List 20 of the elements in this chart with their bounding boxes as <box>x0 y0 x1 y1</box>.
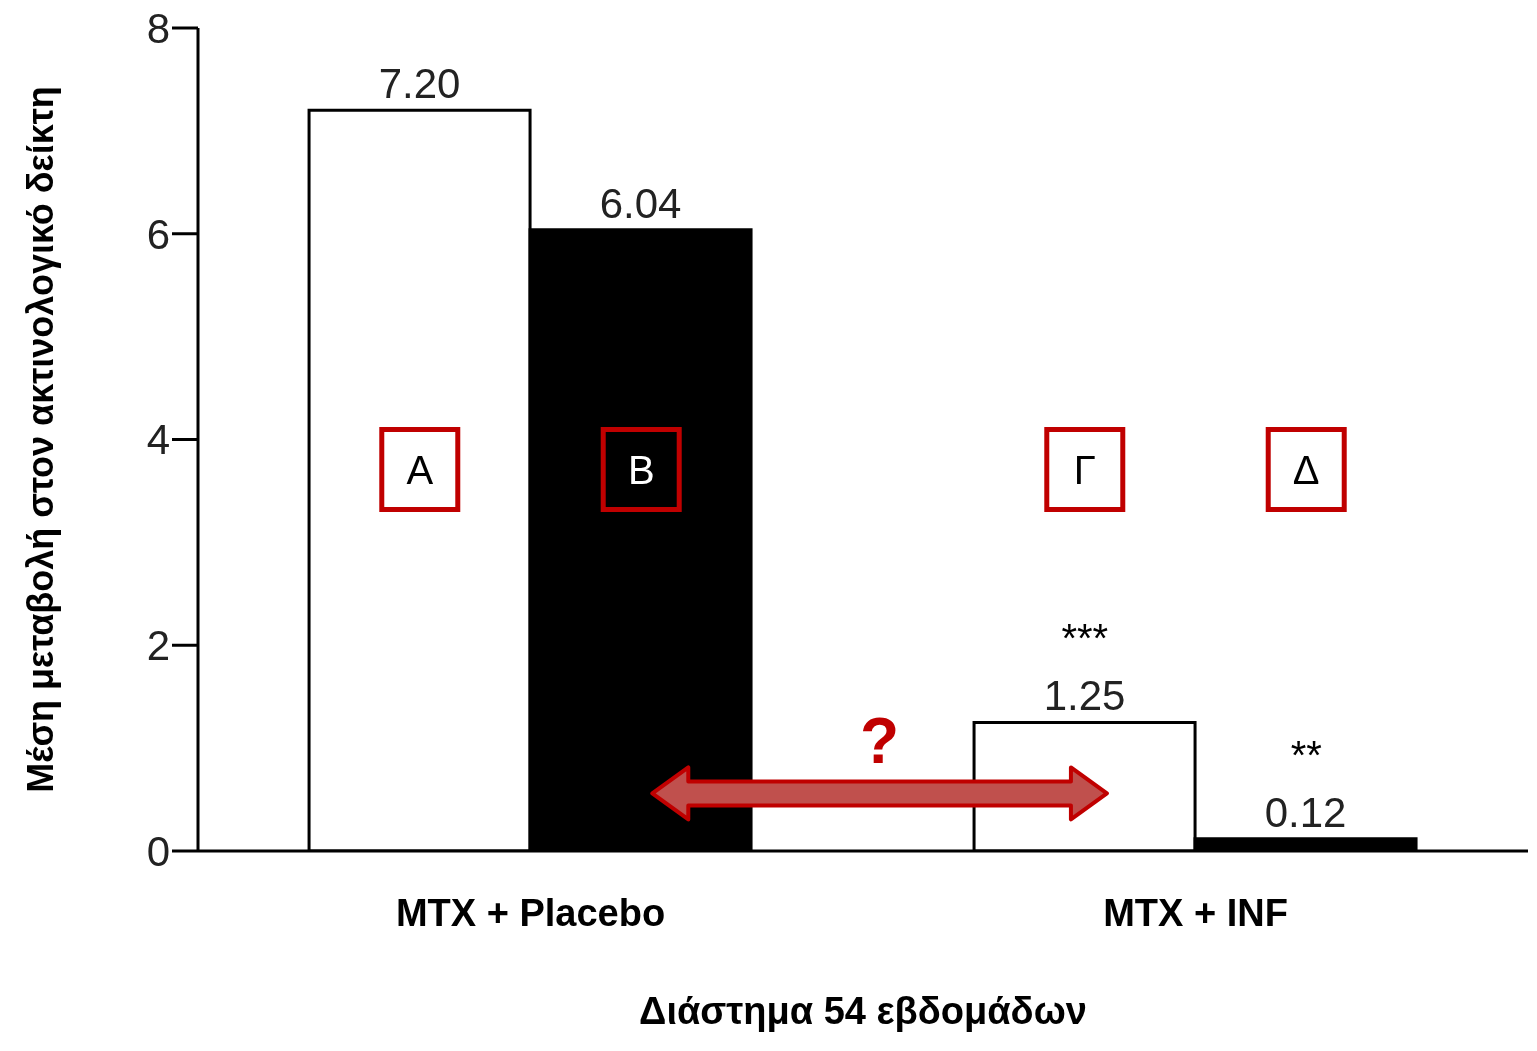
annotation: B <box>627 447 655 492</box>
data-label: 7.20 <box>378 60 461 108</box>
y-tick-label: 0 <box>146 827 170 875</box>
y-tick-label: 2 <box>146 622 170 670</box>
annotation: *** <box>1061 616 1109 661</box>
data-label: 1.25 <box>1043 672 1126 720</box>
annotation: Γ <box>1073 447 1096 492</box>
data-label: 0.12 <box>1264 788 1347 836</box>
annotation: ** <box>1290 732 1322 777</box>
annotation: Δ <box>1292 447 1320 492</box>
x-tick-label: MTX + Placebo <box>395 891 666 934</box>
x-axis-title: Διάστημα 54 εβδομάδων <box>639 990 1087 1032</box>
y-axis-title: Μέση μεταβολή στον ακτινολογικό δείκτη <box>19 86 61 793</box>
annotation: A <box>406 447 434 492</box>
y-tick-label: 8 <box>146 4 170 52</box>
annotation: ? <box>860 705 900 778</box>
data-label: 6.04 <box>599 179 682 227</box>
y-tick-label: 4 <box>146 416 170 464</box>
y-tick-label: 6 <box>146 210 170 258</box>
x-tick-label: MTX + INF <box>1103 891 1288 934</box>
